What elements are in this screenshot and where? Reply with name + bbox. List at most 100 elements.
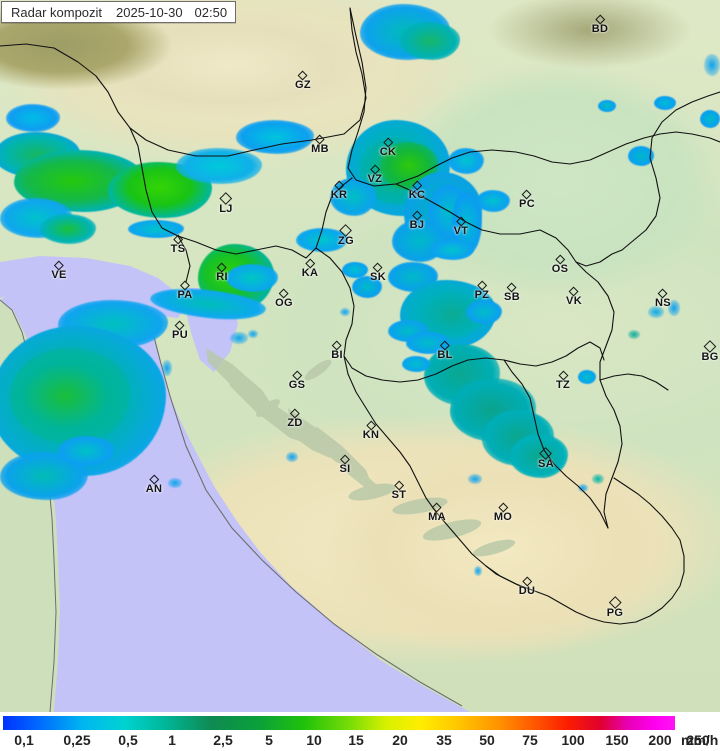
- city-marker-pu[interactable]: PU: [172, 320, 188, 341]
- city-label: TZ: [555, 379, 571, 391]
- border-croatia-bosnia-north: [315, 247, 605, 383]
- border-italy-coast: [177, 235, 191, 283]
- city-marker-an[interactable]: AN: [145, 474, 163, 495]
- city-marker-ts[interactable]: TS: [171, 234, 186, 255]
- city-marker-mo[interactable]: MO: [493, 502, 513, 523]
- city-label: KN: [362, 429, 380, 441]
- city-marker-mb[interactable]: MB: [311, 134, 329, 155]
- city-marker-kn[interactable]: KN: [362, 420, 380, 441]
- radar-date: 2025-10-30: [116, 4, 183, 20]
- city-label: PC: [519, 198, 535, 210]
- city-marker-bj[interactable]: BJ: [409, 210, 425, 231]
- border-slovenia-croatia: [177, 177, 353, 259]
- city-marker-pg[interactable]: PG: [606, 596, 624, 619]
- city-marker-vk[interactable]: VK: [566, 286, 582, 307]
- city-label: VT: [453, 225, 469, 237]
- city-label: NS: [655, 297, 671, 309]
- city-marker-bg[interactable]: BG: [701, 340, 718, 363]
- border-montenegro: [531, 539, 685, 625]
- legend-tick-6: 10: [306, 732, 322, 748]
- city-label: MA: [428, 511, 446, 523]
- city-marker-gs[interactable]: GS: [288, 370, 306, 391]
- terrain-northern-hills: [480, 0, 720, 90]
- city-marker-kr[interactable]: KR: [330, 180, 348, 201]
- city-marker-zd[interactable]: ZD: [287, 408, 302, 429]
- city-marker-os[interactable]: OS: [551, 254, 569, 275]
- city-label: KA: [301, 267, 319, 279]
- city-label: PU: [172, 329, 188, 341]
- city-label: LJ: [219, 203, 233, 215]
- city-marker-bi[interactable]: BI: [331, 340, 343, 361]
- political-borders-layer: [0, 7, 720, 625]
- city-label: AN: [145, 483, 163, 495]
- city-label: SA: [538, 458, 554, 470]
- radar-map-canvas[interactable]: GZ BD MB CK VZ KR LJ KC PC BJ VT ZG TS VE RI KA SK OS PZ SB…: [0, 0, 720, 712]
- city-label: PA: [177, 289, 193, 301]
- city-marker-sk[interactable]: SK: [370, 262, 386, 283]
- border-croatia-bosnia-west: [343, 355, 533, 591]
- city-label: VZ: [367, 173, 383, 185]
- radar-time: 02:50: [194, 4, 228, 20]
- city-marker-ns[interactable]: NS: [655, 288, 671, 309]
- border-neum-corridor: [485, 565, 533, 591]
- city-marker-ri[interactable]: RI: [216, 262, 228, 283]
- city-marker-sa[interactable]: SA: [538, 447, 554, 470]
- border-croatia-hungary: [395, 183, 623, 267]
- border-slovenia-north: [347, 7, 517, 187]
- legend-tick-15: 250: [686, 732, 710, 748]
- border-austria-west: [0, 7, 367, 157]
- city-label: ZG: [338, 235, 354, 247]
- city-label: OG: [275, 297, 293, 309]
- legend-tick-11: 75: [522, 732, 538, 748]
- city-marker-sb[interactable]: SB: [504, 282, 520, 303]
- city-label: SK: [370, 271, 386, 283]
- city-marker-st[interactable]: ST: [391, 480, 407, 501]
- city-marker-du[interactable]: DU: [519, 576, 536, 597]
- radar-product-title: Radar kompozit: [11, 4, 103, 20]
- city-marker-ma[interactable]: MA: [428, 502, 446, 523]
- city-label: OS: [551, 263, 569, 275]
- city-label: PG: [606, 607, 624, 619]
- legend-tick-2: 0,5: [118, 732, 138, 748]
- legend-color-bar: [3, 716, 675, 730]
- city-marker-zg[interactable]: ZG: [338, 224, 354, 247]
- border-hungary-croatia-east: [515, 131, 720, 165]
- city-marker-kc[interactable]: KC: [409, 180, 426, 201]
- city-marker-ck[interactable]: CK: [380, 137, 397, 158]
- city-label: GS: [288, 379, 306, 391]
- border-croatia-serbia: [575, 261, 623, 529]
- city-label: MO: [493, 511, 513, 523]
- city-marker-ka[interactable]: KA: [301, 258, 319, 279]
- city-marker-og[interactable]: OG: [275, 288, 293, 309]
- legend-tick-13: 150: [605, 732, 629, 748]
- border-serbia-internal: [599, 373, 669, 391]
- city-marker-pc[interactable]: PC: [519, 189, 535, 210]
- city-marker-pa[interactable]: PA: [177, 280, 193, 301]
- city-marker-bl[interactable]: BL: [437, 340, 453, 361]
- legend-tick-10: 50: [479, 732, 495, 748]
- city-label: BI: [331, 349, 343, 361]
- city-marker-pz[interactable]: PZ: [474, 280, 490, 301]
- city-marker-tz[interactable]: TZ: [555, 370, 571, 391]
- city-label: BL: [437, 349, 453, 361]
- legend-unit-label: mm/h: [681, 732, 719, 748]
- city-label: RI: [216, 271, 228, 283]
- city-label: KR: [330, 189, 348, 201]
- city-label: SB: [504, 291, 520, 303]
- city-marker-vt[interactable]: VT: [453, 216, 469, 237]
- city-label: MB: [311, 143, 329, 155]
- city-marker-si[interactable]: SI: [339, 454, 351, 475]
- city-label: PZ: [474, 289, 490, 301]
- legend-tick-9: 35: [436, 732, 452, 748]
- border-hungary-east: [621, 91, 720, 251]
- city-marker-vz[interactable]: VZ: [367, 164, 383, 185]
- title-bar: Radar kompozit 2025-10-30 02:50: [1, 1, 237, 23]
- city-marker-lj[interactable]: LJ: [219, 192, 233, 215]
- city-label: BJ: [409, 219, 425, 231]
- city-marker-gz[interactable]: GZ: [295, 70, 311, 91]
- legend-tick-7: 15: [348, 732, 364, 748]
- city-marker-bd[interactable]: BD: [592, 14, 609, 35]
- city-label: SI: [339, 463, 351, 475]
- city-marker-ve[interactable]: VE: [51, 260, 66, 281]
- city-label: ST: [391, 489, 407, 501]
